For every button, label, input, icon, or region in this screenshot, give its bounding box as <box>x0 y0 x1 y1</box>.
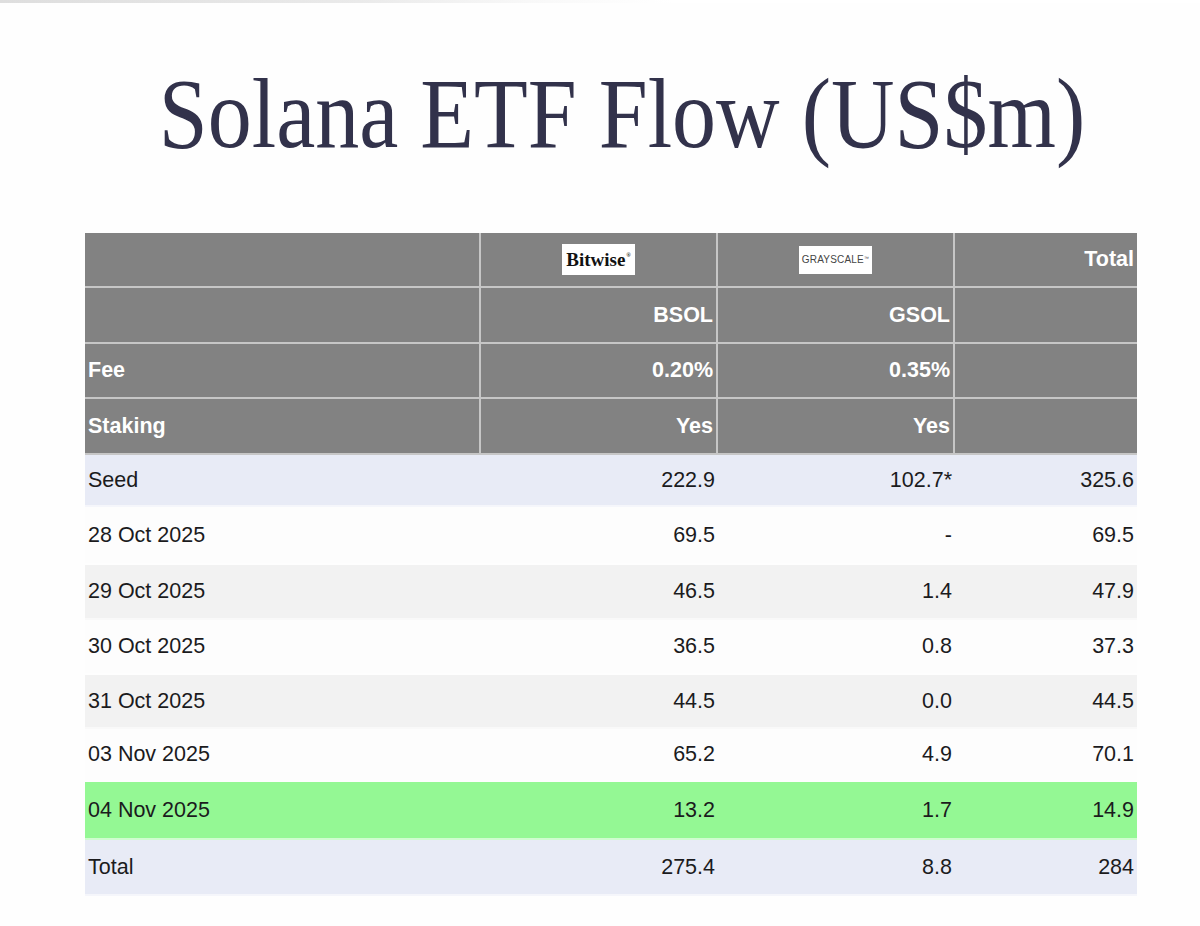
etf-flow-table: Bitwise® GRAYSCALE™ Total BSOLGSOLFee0.2… <box>85 233 1137 896</box>
spec-row-ticker: BSOLGSOL <box>85 288 1137 344</box>
spec-cell-label <box>85 288 481 344</box>
table-row-04-nov-2025: 04 Nov 202513.21.714.9 <box>85 782 1137 840</box>
spec-row-staking: StakingYesYes <box>85 399 1137 455</box>
value-cell-bsol: 13.2 <box>481 782 718 840</box>
value-cell-bsol: 69.5 <box>481 507 718 565</box>
spec-row-fee: Fee0.20%0.35% <box>85 344 1137 399</box>
value-cell-total: 14.9 <box>955 782 1137 840</box>
value-cell-total: 69.5 <box>955 507 1137 565</box>
value-cell-gsol: 0.8 <box>718 620 955 675</box>
value-cell-total: 284 <box>955 840 1137 896</box>
grayscale-cell: GRAYSCALE™ <box>718 233 955 288</box>
table-row-total: Total275.48.8284 <box>85 840 1137 896</box>
row-label: Seed <box>85 455 481 507</box>
grayscale-trademark: ™ <box>864 255 869 261</box>
value-cell-gsol: 0.0 <box>718 675 955 729</box>
spec-cell-gsol: 0.35% <box>718 344 955 399</box>
row-label: 04 Nov 2025 <box>85 782 481 840</box>
value-cell-gsol: 102.7* <box>718 455 955 507</box>
value-cell-total: 70.1 <box>955 729 1137 782</box>
bitwise-logo: Bitwise® <box>562 244 635 275</box>
value-cell-bsol: 275.4 <box>481 840 718 896</box>
grayscale-logo-text: GRAYSCALE <box>802 254 864 265</box>
spec-cell-gsol: GSOL <box>718 288 955 344</box>
value-cell-gsol: 8.8 <box>718 840 955 896</box>
value-cell-gsol: 1.4 <box>718 565 955 620</box>
spec-cell-bsol: 0.20% <box>481 344 718 399</box>
row-label: 31 Oct 2025 <box>85 675 481 729</box>
row-label: 30 Oct 2025 <box>85 620 481 675</box>
value-cell-bsol: 65.2 <box>481 729 718 782</box>
table-row-03-nov-2025: 03 Nov 202565.24.970.1 <box>85 729 1137 782</box>
spec-cell-total <box>955 344 1137 399</box>
bitwise-logo-text: Bitwise <box>566 249 625 271</box>
spec-cell-bsol: BSOL <box>481 288 718 344</box>
table-row-28-oct-2025: 28 Oct 202569.5-69.5 <box>85 507 1137 565</box>
row-label: 28 Oct 2025 <box>85 507 481 565</box>
bitwise-trademark: ® <box>626 252 630 258</box>
value-cell-total: 47.9 <box>955 565 1137 620</box>
spec-cell-total <box>955 288 1137 344</box>
value-cell-total: 37.3 <box>955 620 1137 675</box>
table-row-30-oct-2025: 30 Oct 202536.50.837.3 <box>85 620 1137 675</box>
value-cell-total: 44.5 <box>955 675 1137 729</box>
spec-cell-bsol: Yes <box>481 399 718 455</box>
value-cell-bsol: 36.5 <box>481 620 718 675</box>
value-cell-bsol: 46.5 <box>481 565 718 620</box>
spec-cell-total <box>955 399 1137 455</box>
table-row-seed: Seed222.9102.7*325.6 <box>85 455 1137 507</box>
logo-row-empty-cell <box>85 233 481 288</box>
spec-cell-gsol: Yes <box>718 399 955 455</box>
grayscale-logo: GRAYSCALE™ <box>799 246 872 274</box>
value-cell-gsol: 4.9 <box>718 729 955 782</box>
table-row-29-oct-2025: 29 Oct 202546.51.447.9 <box>85 565 1137 620</box>
value-cell-gsol: 1.7 <box>718 782 955 840</box>
row-label: 03 Nov 2025 <box>85 729 481 782</box>
value-cell-gsol: - <box>718 507 955 565</box>
table-row-31-oct-2025: 31 Oct 202544.50.044.5 <box>85 675 1137 729</box>
value-cell-bsol: 44.5 <box>481 675 718 729</box>
row-label: 29 Oct 2025 <box>85 565 481 620</box>
logo-row: Bitwise® GRAYSCALE™ Total <box>85 233 1137 288</box>
bitwise-cell: Bitwise® <box>481 233 718 288</box>
spec-cell-label: Fee <box>85 344 481 399</box>
row-label: Total <box>85 840 481 896</box>
top-edge-strip <box>0 0 1200 3</box>
value-cell-total: 325.6 <box>955 455 1137 507</box>
spec-cell-label: Staking <box>85 399 481 455</box>
value-cell-bsol: 222.9 <box>481 455 718 507</box>
page-title: Solana ETF Flow (US$m) <box>22 66 1200 165</box>
total-header-cell: Total <box>955 233 1137 288</box>
